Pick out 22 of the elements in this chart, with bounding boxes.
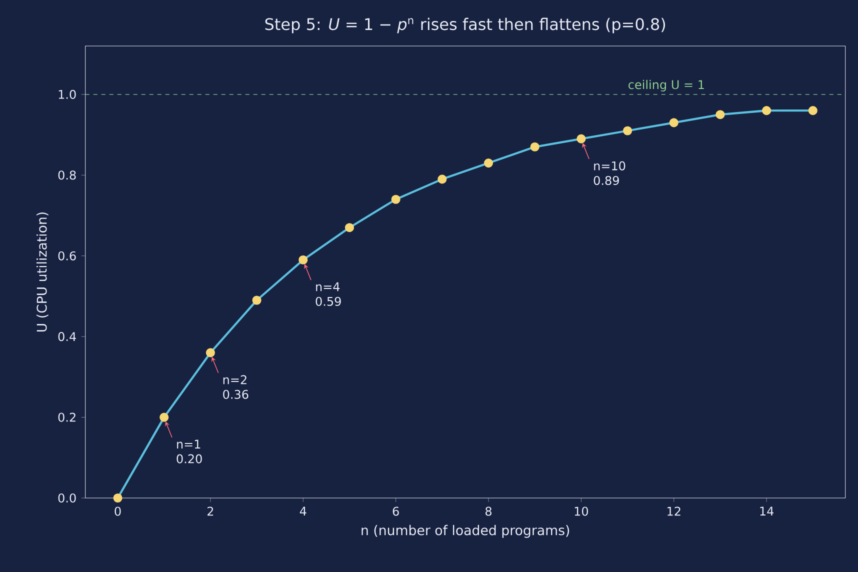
annotation: n=2 0.36: [223, 375, 248, 399]
annotation: n=10 0.89: [594, 161, 626, 186]
x-tick-label: 2: [208, 506, 214, 516]
x-tick-label: 12: [668, 506, 680, 516]
y-tick-label: 0.0: [58, 493, 76, 503]
y-tick-label: 0.4: [58, 332, 76, 342]
ref-line-label: ceiling U = 1: [628, 80, 704, 92]
y-axis-title: U (CPU utilization): [36, 212, 48, 332]
chart-title: Step 5: U = 1 − p$^{n}$ rises fast then flattens (p=0.8): [265, 18, 666, 34]
x-tick-label: 14: [760, 506, 774, 516]
y-tick-label: 0.2: [58, 412, 76, 422]
x-tick-label: 6: [392, 506, 399, 516]
x-tick-label: 8: [486, 506, 492, 516]
x-tick-label: 10: [574, 506, 588, 516]
annotation: n=4 0.59: [316, 282, 341, 306]
x-tick-label: 0: [114, 506, 121, 516]
annotation: n=1 0.20: [176, 440, 202, 464]
y-tick-label: 0.6: [58, 251, 76, 260]
y-tick-label: 0.8: [58, 170, 76, 180]
x-axis-title: n (number of loaded programs): [362, 524, 570, 538]
x-tick-label: 4: [300, 506, 306, 516]
y-tick-label: 1.0: [58, 90, 76, 99]
